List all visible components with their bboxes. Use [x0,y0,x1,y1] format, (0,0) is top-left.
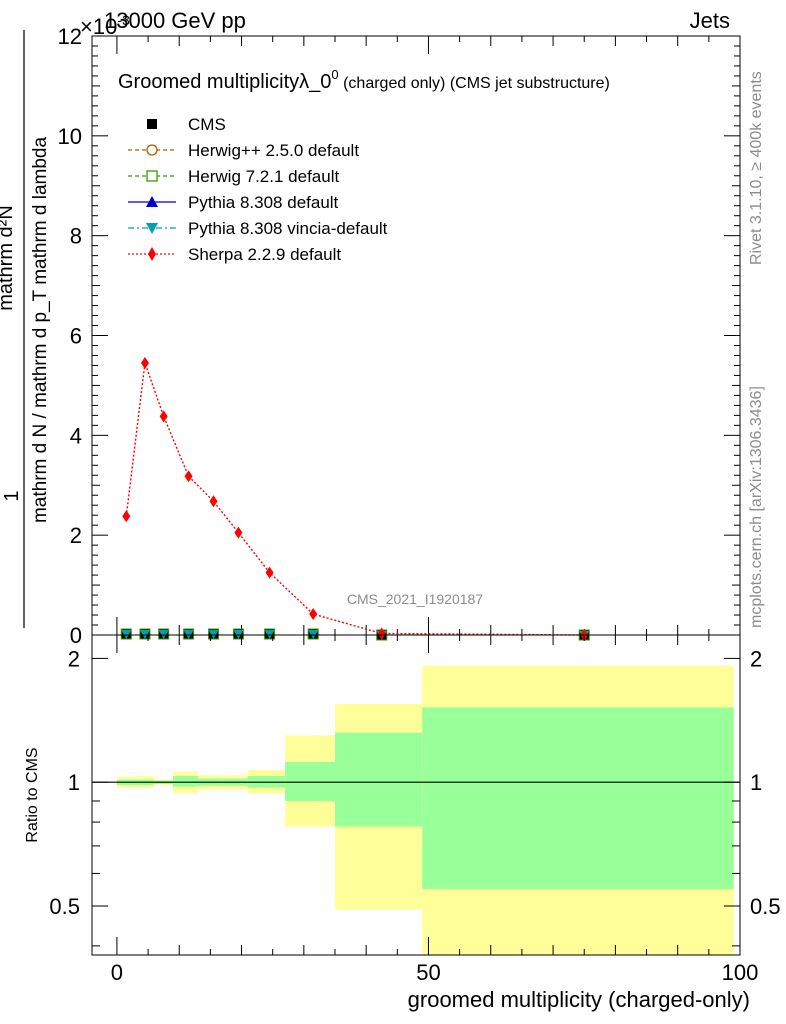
legend-label: Pythia 8.308 vincia-default [188,219,388,238]
x-tick-label: 100 [722,960,759,985]
y-tick-label: 4 [70,423,82,448]
y-label-numerator-text: mathrm d²N [0,205,17,311]
legend-label: Pythia 8.308 default [188,193,339,212]
mcplots-label: mcplots.cern.ch [arXiv:1306.3436] [748,386,765,628]
process-label: Jets [690,8,730,33]
legend-label: CMS [188,115,226,134]
legend-item: CMS [147,115,226,134]
exponent-label: ×10-3 [80,12,130,39]
rivet-label: Rivet 3.1.10, ≥ 400k events [748,71,765,265]
sherpa-point [184,470,193,483]
ratio-y-tick-label-right: 0.5 [750,894,781,919]
ratio-y-tick-label: 1 [68,770,80,795]
legend-marker [146,223,158,234]
stat-uncertainty-band [285,761,335,802]
sherpa-point [377,627,386,640]
legend-item: Herwig 7.2.1 default [128,167,339,186]
sherpa-line [125,362,585,636]
watermark: CMS_2021_I1920187 [347,591,483,607]
legend-item: Pythia 8.308 vincia-default [128,219,388,238]
sherpa-point [234,526,243,539]
sherpa-point [159,410,168,423]
legend-marker [148,247,156,261]
y-tick-label: 10 [58,124,82,149]
y-tick-label: 8 [70,224,82,249]
ratio-y-tick-label-right: 2 [750,646,762,671]
x-tick-label: 0 [111,960,123,985]
legend-marker [146,196,158,207]
energy-label: 13000 GeV pp [104,8,246,33]
sherpa-point [122,510,131,523]
legend-label: Herwig++ 2.5.0 default [188,141,359,160]
stat-uncertainty-band [422,707,734,889]
main-panel: 0 2 4 6 8 10 12 CMS_2021_I1920187 Groomed mult… [58,24,741,648]
sherpa-point [140,356,149,369]
y-label-denominator: mathrm d N / mathrm d p_T mathrm d lambd… [30,137,51,524]
y-label-numerator: 1 [1,490,23,501]
y-tick-label: 6 [70,324,82,349]
legend-marker [147,119,157,129]
legend-label: Sherpa 2.2.9 default [188,245,341,264]
y-tick-label: 12 [58,24,82,49]
chart-title: Groomed multiplicityλ_00 (charged only) … [118,67,610,93]
legend-marker [146,144,158,156]
ratio-y-label: Ratio to CMS [24,747,41,842]
y-tick-label: 2 [70,523,82,548]
legend-item: Sherpa 2.2.9 default [128,245,341,264]
stat-uncertainty-band [173,776,198,787]
ratio-panel: 0.5 0.5 1 1 2 2 0 50 100 [49,634,781,985]
ratio-frame [91,634,741,956]
sherpa-point [265,566,274,579]
sherpa-point [309,608,318,621]
legend-label: Herwig 7.2.1 default [188,167,339,186]
main-y-label: 1 mathrm d²N mathrm d N / mathrm d p_T m… [0,30,51,628]
sherpa-point [209,495,218,508]
ratio-y-tick-label: 2 [68,646,80,671]
stat-uncertainty-band [335,732,423,827]
x-axis-label: groomed multiplicity (charged-only) [408,987,750,1012]
legend-item: Pythia 8.308 default [128,193,339,212]
ratio-y-tick-label: 0.5 [49,894,80,919]
legend-marker [146,170,158,182]
ratio-y-tick-label-right: 1 [750,770,762,795]
legend: CMS Herwig++ 2.5.0 default Herwig 7.2.1 de… [128,115,388,264]
legend-item: Herwig++ 2.5.0 default [128,141,359,160]
x-tick-label: 50 [416,960,440,985]
y-tick-label: 0 [70,623,82,648]
